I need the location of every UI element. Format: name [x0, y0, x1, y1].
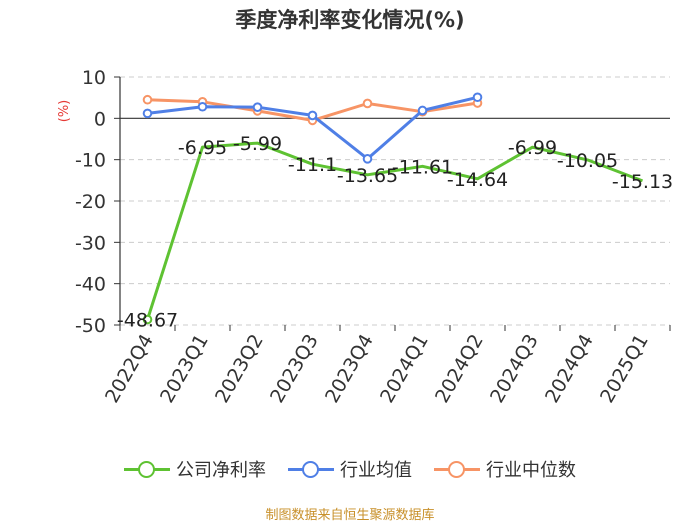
- data-label: -13.65: [337, 165, 398, 187]
- series-point: [362, 154, 373, 164]
- series-point: [197, 101, 208, 112]
- x-tick-label: 2024Q2: [431, 331, 488, 407]
- data-label: -5.99: [233, 133, 282, 155]
- y-axis-label: (%): [57, 100, 72, 123]
- y-tick-label: 10: [82, 67, 106, 89]
- series-point: [142, 314, 153, 325]
- series-point: [142, 94, 153, 105]
- legend-label: 公司净利率: [176, 460, 266, 481]
- legend-label: 行业中位数: [486, 460, 576, 481]
- data-label: -14.64: [447, 169, 508, 191]
- series-lines: [142, 92, 644, 325]
- x-tick-label: 2024Q1: [376, 331, 433, 407]
- series-point: [252, 102, 263, 112]
- legend-swatch-icon: [124, 461, 170, 478]
- data-label: -10.05: [557, 150, 618, 172]
- x-tick-label: 2022Q4: [101, 331, 158, 407]
- legend-swatch-icon: [288, 461, 334, 478]
- x-tick-label: 2024Q4: [541, 331, 598, 407]
- x-tick-label: 2025Q1: [596, 331, 653, 407]
- data-label: -11.1: [288, 154, 337, 176]
- x-tick-label: 2023Q3: [266, 331, 323, 407]
- legend-item[interactable]: 公司净利率: [124, 456, 266, 482]
- data-label: -48.67: [117, 310, 178, 332]
- data-label: -11.61: [392, 156, 453, 178]
- data-label: -6.99: [508, 137, 557, 159]
- series-point: [472, 92, 483, 103]
- y-tick-label: -10: [75, 150, 106, 172]
- y-tick-label: -50: [75, 315, 106, 337]
- y-tick-label: -20: [75, 191, 106, 213]
- x-tick-label: 2023Q1: [156, 331, 213, 407]
- y-tick-label: 0: [94, 108, 106, 130]
- source-note: 制图数据来自恒生聚源数据库: [265, 508, 435, 523]
- y-tick-label: -40: [75, 274, 106, 296]
- series-line-0: [146, 141, 644, 320]
- data-label: -15.13: [612, 171, 673, 193]
- axes: 100-10-20-30-40-50(%)2022Q42023Q12023Q22…: [57, 67, 671, 407]
- legend-item[interactable]: 行业均值: [288, 456, 412, 482]
- y-tick-label: -30: [75, 232, 106, 254]
- data-label: -6.95: [178, 137, 227, 159]
- legend: 公司净利率 行业均值 行业中位数: [0, 455, 700, 483]
- data-labels: -48.67-6.95 -5.99-11.1 -13.65-11.61-14.64-…: [117, 133, 673, 331]
- x-tick-label: 2024Q3: [486, 331, 543, 407]
- x-tick-label: 2023Q2: [211, 331, 268, 407]
- legend-swatch-icon: [434, 461, 480, 478]
- legend-item[interactable]: 行业中位数: [434, 456, 576, 482]
- chart-title: 季度净利率变化情况(%): [235, 8, 465, 32]
- series-point: [307, 110, 318, 121]
- series-point: [142, 108, 153, 119]
- legend-label: 行业均值: [340, 460, 412, 481]
- x-tick-label: 2023Q4: [321, 331, 378, 407]
- series-point: [417, 105, 428, 116]
- series-point: [362, 98, 373, 109]
- gridlines: [120, 76, 670, 326]
